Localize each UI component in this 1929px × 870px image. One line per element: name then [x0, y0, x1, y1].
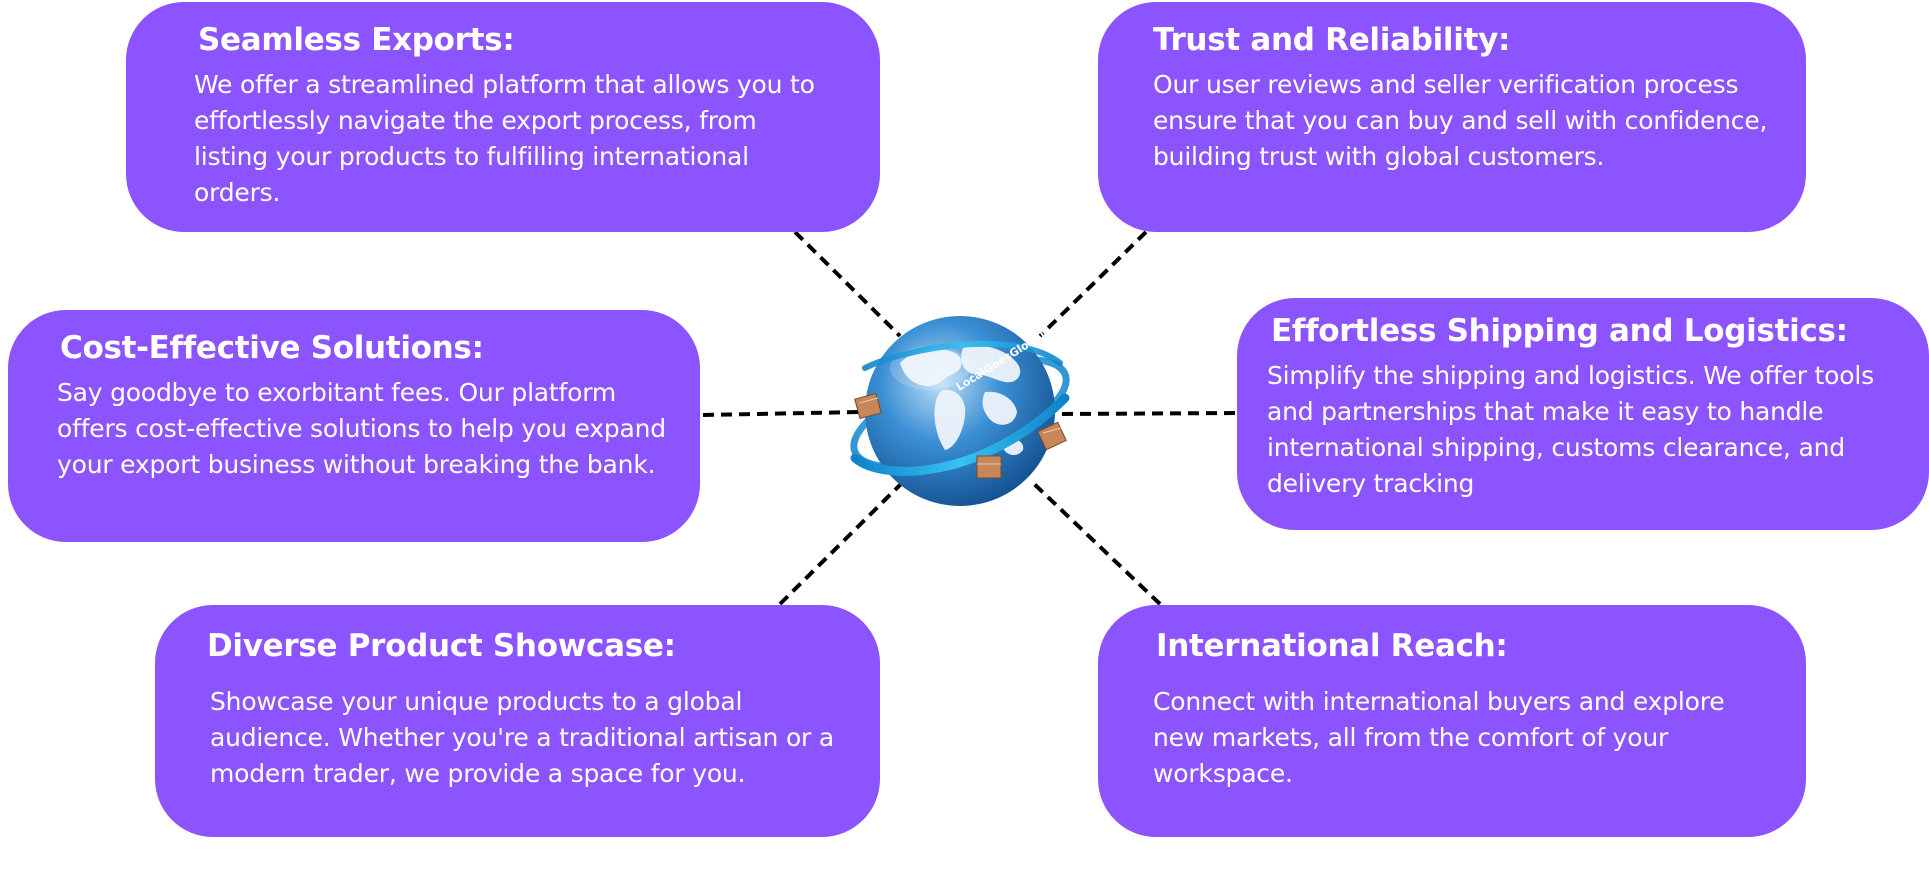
card-title: Trust and Reliability:: [1153, 22, 1511, 58]
card-title: Effortless Shipping and Logistics:: [1271, 313, 1848, 349]
card-body: Simplify the shipping and logistics. We …: [1267, 361, 1874, 498]
card-diverse-showcase: Diverse Product Showcase: Showcase your …: [155, 605, 880, 837]
connector-seamless-exports: [793, 230, 902, 338]
card-international-reach: International Reach: Connect with intern…: [1098, 605, 1806, 837]
connector-international-reach: [1028, 478, 1162, 606]
connector-shipping-logistics: [1061, 411, 1238, 416]
card-title: Seamless Exports:: [198, 22, 515, 58]
parcel-icon: [1037, 421, 1067, 451]
card-trust-reliability: Trust and Reliability: Our user reviews …: [1098, 2, 1806, 232]
card-title: International Reach:: [1156, 628, 1508, 664]
parcel-icon: [854, 392, 882, 420]
connector-cost-effective: [702, 410, 861, 417]
card-body: Connect with international buyers and ex…: [1153, 687, 1725, 788]
card-body: We offer a streamlined platform that all…: [194, 70, 815, 207]
parcel-icon: [976, 455, 1002, 479]
card-body: Say goodbye to exorbitant fees. Our plat…: [57, 378, 666, 479]
card-title: Cost-Effective Solutions:: [60, 330, 484, 366]
card-cost-effective: Cost-Effective Solutions: Say goodbye to…: [8, 310, 700, 542]
card-body: Our user reviews and seller verification…: [1153, 70, 1768, 171]
globe-with-parcels-icon: LocalGoesGlobal: [850, 316, 1070, 506]
card-title: Diverse Product Showcase:: [207, 628, 676, 664]
card-shipping-logistics: Effortless Shipping and Logistics: Simpl…: [1237, 298, 1929, 530]
connector-diverse-showcase: [778, 478, 907, 606]
globe-icon: LocalGoesGlobal: [845, 308, 1075, 518]
card-body: Showcase your unique products to a globa…: [210, 687, 834, 788]
connector-trust-reliability: [1038, 230, 1148, 338]
card-seamless-exports: Seamless Exports: We offer a streamlined…: [126, 2, 880, 232]
